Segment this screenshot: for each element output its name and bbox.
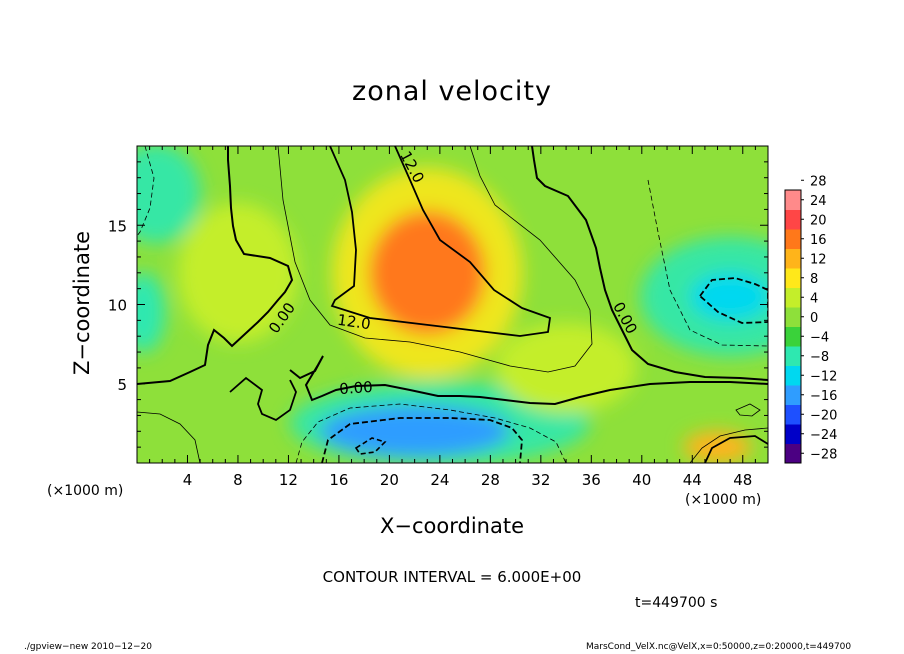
colorbar: −28 −24 −20 −16 −12 −8 −4 0 4 8 12 16 20 24 28 <box>784 174 837 464</box>
contour-minus-twelve-lower <box>321 417 523 463</box>
colorbar-swatch <box>785 209 801 230</box>
contour-lines <box>137 146 768 463</box>
colorbar-swatch <box>785 287 801 308</box>
x-tick-label: 40 <box>632 471 651 489</box>
colorbar-label: −8 <box>810 350 829 365</box>
field-blob-5 <box>177 202 298 343</box>
contour-minus-six-left <box>137 146 155 237</box>
x-unit-left: (×1000 m) <box>47 483 124 499</box>
colorbar-label: 24 <box>810 194 827 209</box>
colorbar-swatch <box>785 268 801 288</box>
contour-zero-left <box>137 146 294 385</box>
y-axis: 5 10 15 <box>108 161 768 448</box>
x-tick-label: 4 <box>183 471 193 489</box>
x-axis-label: X−coordinate <box>380 514 524 538</box>
x-tick-label: 44 <box>683 471 702 489</box>
colorbar-label: −4 <box>810 330 829 345</box>
contour-minus-twelve-right <box>698 277 768 324</box>
field-blob-1 <box>319 405 510 458</box>
x-tick-label: 48 <box>733 471 752 489</box>
colorbar-swatch <box>785 190 801 210</box>
contour-six-lower-right <box>689 427 768 463</box>
colorbar-swatch <box>785 404 801 425</box>
chart-title: zonal velocity <box>352 76 552 107</box>
colorbar-swatch <box>785 248 801 269</box>
contour-label: 0.00 <box>339 378 374 398</box>
x-tick-label: 12 <box>279 471 298 489</box>
y-tick-label: 10 <box>108 297 127 315</box>
colorbar-label: −28 <box>810 447 837 462</box>
x-tick-label: 32 <box>531 471 550 489</box>
contour-zero-lower-left <box>229 376 297 422</box>
colorbar-swatch <box>785 365 801 386</box>
contour-zero-middle <box>289 355 768 406</box>
contour-zero-right <box>531 146 768 381</box>
field-blob-4 <box>137 272 166 353</box>
footer-left: ./gpview−new 2010−12−20 <box>24 642 152 652</box>
field-blob-0 <box>369 210 486 335</box>
colorbar-label: −20 <box>810 408 837 423</box>
colorbar-label: −16 <box>810 389 837 404</box>
colorbar-label: 0 <box>810 311 818 326</box>
y-axis-label: Z−coordinate <box>70 231 94 375</box>
x-tick-label: 36 <box>582 471 601 489</box>
x-unit-right: (×1000 m) <box>685 492 762 508</box>
contour-minus-six-right <box>647 179 768 347</box>
x-tick-label: 24 <box>430 471 449 489</box>
field-blob-3 <box>683 431 752 463</box>
colorbar-swatch <box>785 229 801 249</box>
field-blob-2 <box>690 272 768 321</box>
velocity-field <box>137 146 768 463</box>
x-tick-label: 28 <box>481 471 500 489</box>
colorbar-label: −12 <box>810 369 837 384</box>
contour-six-lower-left <box>137 411 201 463</box>
contour-twelve <box>329 146 551 337</box>
y-tick-label: 5 <box>117 376 127 394</box>
x-tick-label: 8 <box>233 471 243 489</box>
y-tick-label: 15 <box>108 217 127 235</box>
colorbar-swatch <box>785 307 801 327</box>
colorbar-swatch <box>785 443 801 464</box>
colorbar-swatch <box>785 385 801 405</box>
colorbar-swatch <box>785 346 801 366</box>
contour-interval: CONTOUR INTERVAL = 6.000E+00 <box>322 568 582 586</box>
time-label: t=449700 s <box>635 595 718 611</box>
colorbar-label: 16 <box>810 233 827 248</box>
contour-small-loop <box>735 403 761 417</box>
colorbar-swatch <box>785 424 801 444</box>
x-tick-label: 20 <box>380 471 399 489</box>
colorbar-frame <box>784 189 802 464</box>
x-tick-label: 16 <box>329 471 348 489</box>
left-cold-halo <box>137 146 201 244</box>
colorbar-label: 4 <box>810 291 818 306</box>
footer-right: MarsCond_VelX.nc@VelX,x=0:50000,z=0:2000… <box>586 642 852 652</box>
contour-label: 12.0 <box>336 311 372 333</box>
contour-twelve-lower-right <box>704 435 768 463</box>
colorbar-label: 28 <box>810 174 827 189</box>
colorbar-label: 12 <box>810 252 827 267</box>
x-axis: 4 8 12 16 20 24 28 32 36 40 44 48 <box>149 146 756 489</box>
contour-minus-six-lower <box>295 403 567 463</box>
contour-six-upper <box>277 146 593 373</box>
colorbar-label: 20 <box>810 213 827 228</box>
colorbar-swatch <box>785 326 801 347</box>
colorbar-label: −24 <box>810 428 837 443</box>
colorbar-label: 8 <box>810 272 818 287</box>
